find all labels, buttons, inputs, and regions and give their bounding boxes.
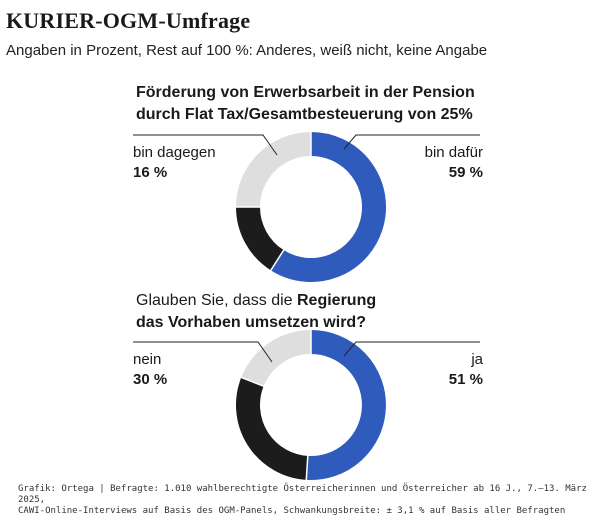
q1-against-text: bin dagegen bbox=[133, 144, 216, 161]
footer-line-2: CAWI-Online-Interviews auf Basis des OGM… bbox=[18, 506, 566, 516]
q1-slice-separator bbox=[269, 248, 285, 272]
q1-leader-line-right bbox=[343, 134, 480, 150]
q2-slice-rest bbox=[241, 330, 312, 387]
q1-leader-line-left bbox=[133, 134, 278, 156]
q1-slice-negative bbox=[236, 206, 285, 271]
q1-for-text: bin dafür bbox=[424, 144, 483, 161]
q1-label-for: bin dafür 59 % bbox=[425, 143, 483, 183]
q2-leader-line-right bbox=[343, 341, 480, 357]
chart-title: KURIER-OGM-Umfrage bbox=[6, 8, 251, 33]
question-2-title: Glauben Sie, dass die Regierung das Vorh… bbox=[136, 290, 496, 334]
q2-leader-line-left bbox=[133, 341, 273, 363]
footer-line-1: Grafik: Ortega | Befragte: 1.010 wahlber… bbox=[18, 484, 587, 505]
q2-slice-negative bbox=[236, 377, 309, 480]
q1-slice-rest bbox=[236, 132, 312, 208]
q2-yes-value: 51 % bbox=[448, 371, 483, 388]
question-1-title-line2: durch Flat Tax/Gesamtbesteuerung von 25% bbox=[136, 106, 473, 123]
q2-slice-separator bbox=[240, 376, 265, 388]
question-1-title: Förderung von Erwerbsarbeit in der Pensi… bbox=[136, 82, 496, 126]
q1-against-value: 16 % bbox=[133, 164, 168, 181]
q1-for-value: 59 % bbox=[448, 164, 483, 181]
question-2-title-bold: Regierung bbox=[297, 292, 377, 309]
chart-subtitle: Angaben in Prozent, Rest auf 100 %: Ande… bbox=[6, 42, 488, 59]
question-2-title-pre: Glauben Sie, dass die bbox=[136, 292, 297, 309]
question-2-title-line2: das Vorhaben umsetzen wird? bbox=[136, 314, 366, 331]
question-1-title-line1: Förderung von Erwerbsarbeit in der Pensi… bbox=[136, 84, 475, 101]
q2-slice-positive bbox=[306, 330, 386, 480]
source-footer: Grafik: Ortega | Befragte: 1.010 wahlber… bbox=[18, 484, 616, 517]
q2-no-value: 30 % bbox=[133, 371, 168, 388]
q2-yes-text: ja bbox=[471, 351, 483, 368]
q2-label-no: nein 30 % bbox=[133, 350, 167, 390]
q1-label-against: bin dagegen 16 % bbox=[133, 143, 216, 183]
q2-slice-separator bbox=[305, 454, 309, 481]
q2-label-yes: ja 51 % bbox=[449, 350, 483, 390]
q2-no-text: nein bbox=[133, 351, 162, 368]
q1-slice-positive bbox=[270, 132, 386, 282]
